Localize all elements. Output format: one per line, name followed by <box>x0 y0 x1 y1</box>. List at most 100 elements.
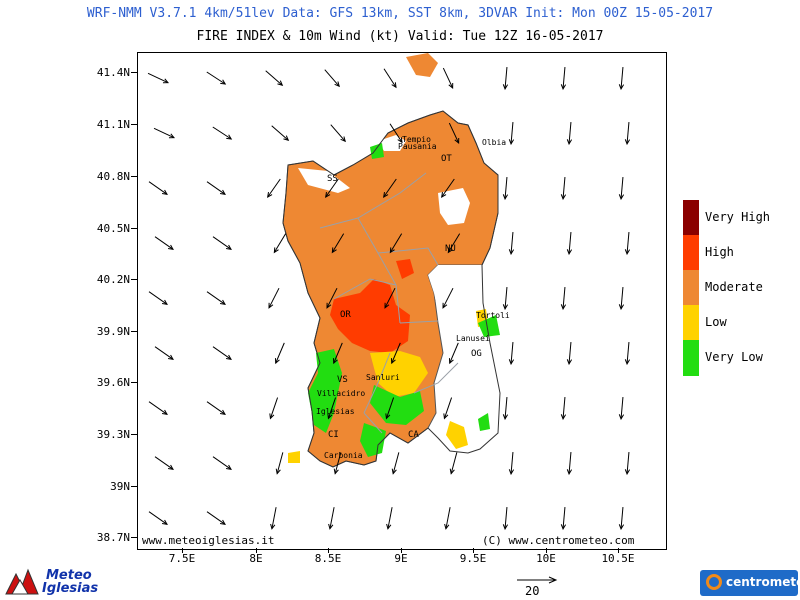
wind-arrow-head <box>508 249 515 256</box>
wind-arrow-head <box>219 409 226 415</box>
wind-arrow <box>510 231 514 255</box>
wind-arrow-head <box>448 82 454 90</box>
wind-arrow-head <box>449 468 455 475</box>
wind-arrow <box>620 506 624 530</box>
wind-arrow-head <box>508 359 515 366</box>
wind-arrow-head <box>340 136 346 143</box>
lon-tick-label: 8.5E <box>314 552 342 565</box>
wind-arrow <box>389 123 403 143</box>
wind-arrow <box>562 396 566 420</box>
wind-arrow-head <box>162 78 170 84</box>
wind-arrow <box>385 397 395 419</box>
place-label: Pausania <box>398 142 437 151</box>
wind-arrow <box>504 506 508 530</box>
wind-arrow <box>265 70 283 86</box>
legend-swatch <box>683 200 699 236</box>
place-label: Tempio <box>402 135 431 144</box>
place-label: Carbonia <box>324 451 363 460</box>
sardinia-island <box>282 53 501 468</box>
lat-tick-label: 39.3N <box>96 428 130 441</box>
wind-arrow <box>441 178 455 198</box>
lon-tick <box>618 548 619 553</box>
fire-zone-low <box>370 351 428 397</box>
wind-arrow-head <box>560 524 567 531</box>
wind-arrow <box>212 126 232 140</box>
wind-arrow <box>154 346 174 360</box>
lat-tick <box>131 72 137 73</box>
wind-arrow-head <box>219 519 226 525</box>
wind-arrow <box>154 456 174 470</box>
lon-tick <box>473 548 474 553</box>
lat-tick-label: 41.4N <box>96 66 130 79</box>
lat-tick <box>131 279 137 280</box>
centrometeo-logo[interactable]: centrometeo <box>700 570 800 596</box>
wind-reference-value: 20 <box>525 584 540 598</box>
wind-arrow-head <box>161 519 168 525</box>
province-label: VS <box>337 375 348 385</box>
wind-arrow <box>268 287 280 309</box>
wind-arrow-head <box>384 302 390 309</box>
wind-arrow <box>271 507 277 529</box>
lat-tick <box>131 537 137 538</box>
lat-tick-label: 39.9N <box>96 325 130 338</box>
wind-arrow <box>384 287 396 309</box>
wind-arrow-head <box>566 249 573 256</box>
wind-arrow-head <box>448 358 454 365</box>
wind-arrow-head <box>328 523 334 530</box>
wind-arrow <box>324 69 340 87</box>
fire-zone-moderate <box>406 53 438 77</box>
legend-label: Moderate <box>705 280 763 294</box>
wind-arrow <box>327 397 337 419</box>
lat-tick <box>131 486 137 487</box>
wind-arrow-head <box>270 523 276 530</box>
wind-arrow-head <box>219 189 226 195</box>
fire-zone-very-low <box>308 349 342 433</box>
lon-tick-label: 9E <box>394 552 408 565</box>
wind-arrow <box>212 236 232 250</box>
wind-arrow <box>148 401 168 415</box>
wind-arrow <box>148 181 168 195</box>
wind-arrow <box>442 67 454 89</box>
wind-arrow <box>510 341 514 365</box>
wind-arrow-head <box>225 244 232 250</box>
wind-arrow <box>147 72 169 84</box>
wind-arrow <box>504 286 508 310</box>
lat-tick-label: 39.6N <box>96 376 130 389</box>
wind-arrow <box>449 342 459 364</box>
wind-arrow <box>331 233 345 253</box>
logo-mark-icon <box>5 568 39 595</box>
wind-arrow-head <box>273 247 279 254</box>
lat-tick <box>131 176 137 177</box>
lon-tick-label: 10.5E <box>601 552 635 565</box>
province-label: CA <box>408 430 419 440</box>
map-title: FIRE INDEX & 10m Wind (kt) Valid: Tue 12… <box>196 29 604 44</box>
credit-right: (C) www.centrometeo.com <box>480 534 637 547</box>
fire-index-map: Tempio Pausania Olbia OT SS NU OR Tortol… <box>137 52 667 550</box>
wind-arrow <box>448 122 460 144</box>
wind-arrow-head <box>447 247 453 254</box>
wind-reference-arrow <box>517 576 558 584</box>
wind-arrow <box>273 233 287 253</box>
wind-arrow-head <box>624 359 631 366</box>
wind-arrow-head <box>386 523 392 530</box>
wind-arrow-head <box>618 84 625 91</box>
wind-arrow <box>148 291 168 305</box>
lon-tick <box>546 548 547 553</box>
wind-arrow <box>276 452 284 474</box>
wind-arrow <box>391 342 401 364</box>
wind-arrow <box>626 231 630 255</box>
wind-arrow-head <box>325 191 331 198</box>
wind-arrow <box>383 68 397 88</box>
wind-arrow <box>510 451 514 475</box>
wind-arrow-head <box>443 413 449 420</box>
wind-arrow-head <box>225 464 232 470</box>
wind-arrow-head <box>391 82 397 89</box>
meteo-iglesias-logo[interactable]: Meteo Iglesias <box>2 566 102 598</box>
wind-arrow <box>212 456 232 470</box>
lat-tick-label: 39N <box>110 480 130 493</box>
logo-text-line2: Iglesias <box>42 581 99 596</box>
logo-text: centrometeo <box>726 575 800 589</box>
wind-arrow-head <box>283 135 290 141</box>
wind-arrow <box>206 71 226 85</box>
wind-arrow <box>154 236 174 250</box>
